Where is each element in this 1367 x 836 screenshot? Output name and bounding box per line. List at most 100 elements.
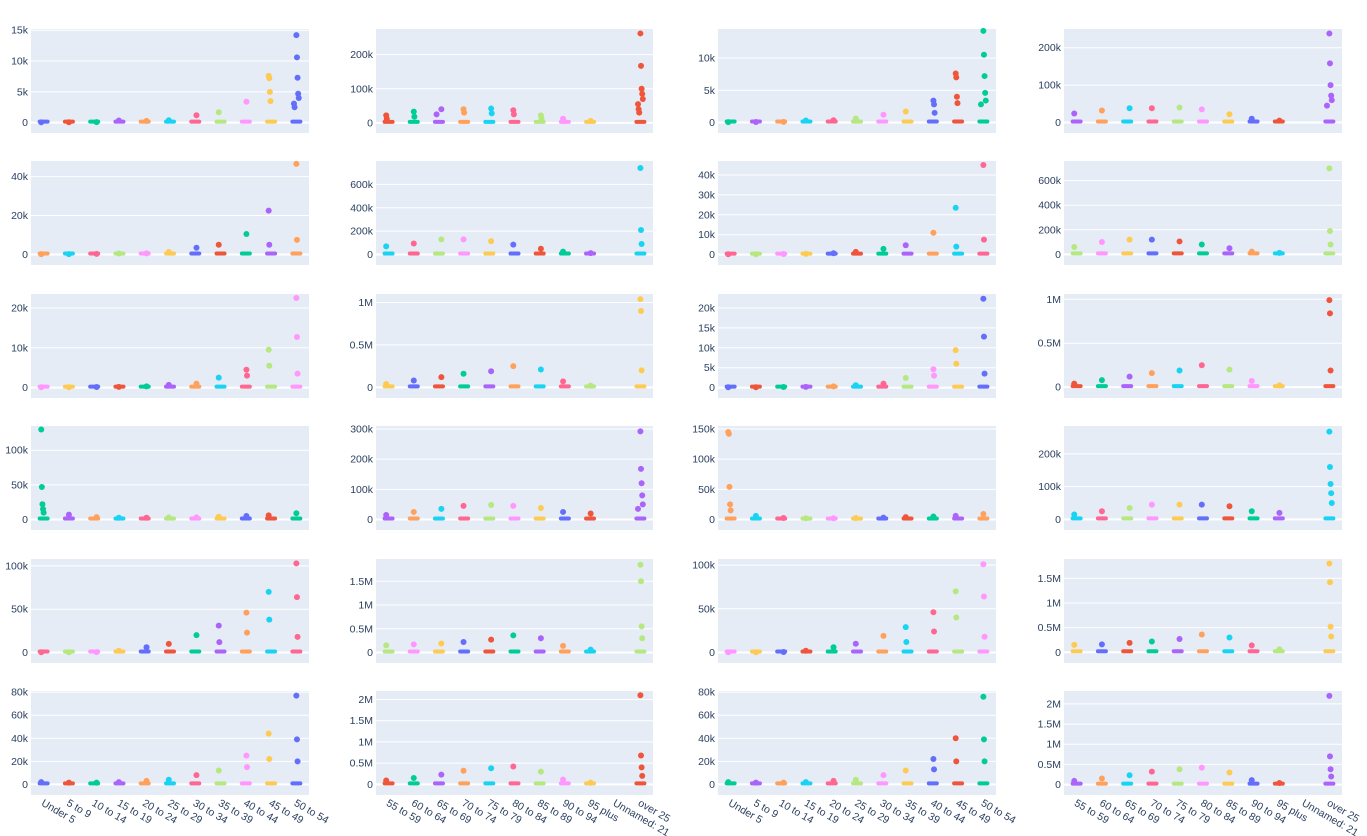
data-cluster bbox=[634, 119, 647, 124]
data-cluster bbox=[265, 251, 278, 256]
data-point bbox=[953, 74, 960, 81]
subplot-15: 0 50k 100k 150k bbox=[692, 424, 996, 530]
y-tick-label: 0.5M bbox=[350, 758, 373, 770]
data-point bbox=[438, 505, 445, 512]
plot-area bbox=[1064, 161, 1342, 265]
data-point bbox=[460, 767, 467, 774]
data-point bbox=[293, 294, 300, 301]
data-cluster bbox=[138, 384, 151, 389]
data-cluster bbox=[432, 384, 445, 389]
data-cluster bbox=[483, 516, 496, 521]
data-point bbox=[639, 635, 646, 642]
data-point bbox=[294, 74, 301, 81]
data-point bbox=[1327, 766, 1334, 773]
data-cluster bbox=[851, 649, 863, 654]
y-tick-label: 2M bbox=[358, 694, 373, 706]
data-cluster bbox=[800, 649, 813, 654]
data-cluster bbox=[1197, 516, 1209, 521]
data-cluster bbox=[483, 384, 496, 389]
data-point bbox=[560, 378, 567, 385]
data-cluster bbox=[1247, 516, 1260, 521]
data-cluster bbox=[533, 119, 546, 124]
plot-area bbox=[31, 426, 309, 530]
data-point bbox=[1098, 107, 1105, 114]
data-cluster bbox=[62, 384, 75, 389]
data-cluster bbox=[1070, 119, 1083, 124]
y-tick-label: 0 bbox=[1055, 249, 1061, 261]
data-cluster bbox=[1222, 516, 1235, 521]
data-point bbox=[488, 368, 495, 375]
data-point bbox=[639, 492, 646, 499]
data-point bbox=[293, 560, 300, 567]
y-tick-label: 5k bbox=[704, 362, 716, 374]
data-cluster bbox=[138, 649, 151, 654]
data-cluster bbox=[407, 251, 420, 256]
data-cluster bbox=[62, 649, 75, 654]
data-point bbox=[638, 752, 645, 759]
data-cluster bbox=[1197, 251, 1209, 256]
data-cluster bbox=[62, 516, 75, 521]
data-point bbox=[265, 207, 272, 214]
data-point bbox=[639, 90, 646, 97]
data-cluster bbox=[508, 119, 521, 124]
subplot-11: 0 5k 10k 15k 20k bbox=[698, 294, 996, 398]
data-cluster bbox=[749, 251, 762, 256]
data-cluster bbox=[239, 781, 252, 786]
data-cluster bbox=[37, 251, 50, 256]
data-point bbox=[293, 160, 300, 167]
data-point bbox=[1326, 428, 1333, 435]
data-point bbox=[637, 296, 644, 303]
data-point bbox=[488, 238, 495, 245]
data-point bbox=[410, 240, 417, 247]
y-tick-label: 50k bbox=[698, 484, 716, 496]
data-cluster bbox=[977, 251, 990, 256]
data-cluster bbox=[977, 516, 990, 521]
data-cluster bbox=[901, 251, 914, 256]
data-cluster bbox=[189, 516, 202, 521]
data-point bbox=[244, 372, 251, 379]
data-cluster bbox=[851, 251, 863, 256]
data-cluster bbox=[1070, 251, 1083, 256]
data-point bbox=[488, 110, 495, 117]
data-point bbox=[267, 98, 274, 105]
data-point bbox=[460, 236, 467, 243]
data-cluster bbox=[113, 384, 126, 389]
data-point bbox=[1327, 481, 1334, 488]
y-tick-label: 0 bbox=[22, 647, 28, 659]
data-point bbox=[1326, 30, 1333, 37]
y-tick-label: 100k bbox=[5, 560, 29, 572]
data-point bbox=[266, 616, 273, 623]
data-cluster bbox=[851, 119, 863, 124]
plot-area bbox=[376, 559, 653, 663]
data-cluster bbox=[1070, 384, 1083, 389]
data-cluster bbox=[901, 119, 914, 124]
data-cluster bbox=[533, 251, 546, 256]
data-cluster bbox=[558, 781, 571, 786]
data-cluster bbox=[1146, 251, 1159, 256]
data-point bbox=[461, 109, 468, 116]
data-point bbox=[293, 692, 300, 699]
data-point bbox=[1071, 511, 1078, 518]
data-point bbox=[852, 640, 859, 647]
data-cluster bbox=[1247, 119, 1260, 124]
y-tick-label: 200k bbox=[1038, 224, 1062, 236]
data-point bbox=[982, 97, 989, 104]
data-point bbox=[902, 624, 909, 631]
y-tick-label: 100k bbox=[692, 454, 716, 466]
data-cluster bbox=[113, 781, 126, 786]
data-point bbox=[537, 505, 544, 512]
data-cluster bbox=[382, 384, 395, 389]
data-point bbox=[635, 505, 642, 512]
subplot-9: 0 10k 20k bbox=[11, 294, 309, 398]
data-cluster bbox=[533, 384, 546, 389]
y-tick-label: 60k bbox=[698, 710, 716, 722]
data-cluster bbox=[1323, 516, 1336, 521]
plot-area bbox=[376, 426, 653, 530]
data-point bbox=[293, 736, 300, 743]
data-point bbox=[1098, 377, 1105, 384]
data-cluster bbox=[407, 119, 420, 124]
data-point bbox=[193, 772, 200, 779]
data-cluster bbox=[1070, 649, 1083, 654]
data-point bbox=[510, 632, 517, 639]
data-cluster bbox=[138, 516, 151, 521]
